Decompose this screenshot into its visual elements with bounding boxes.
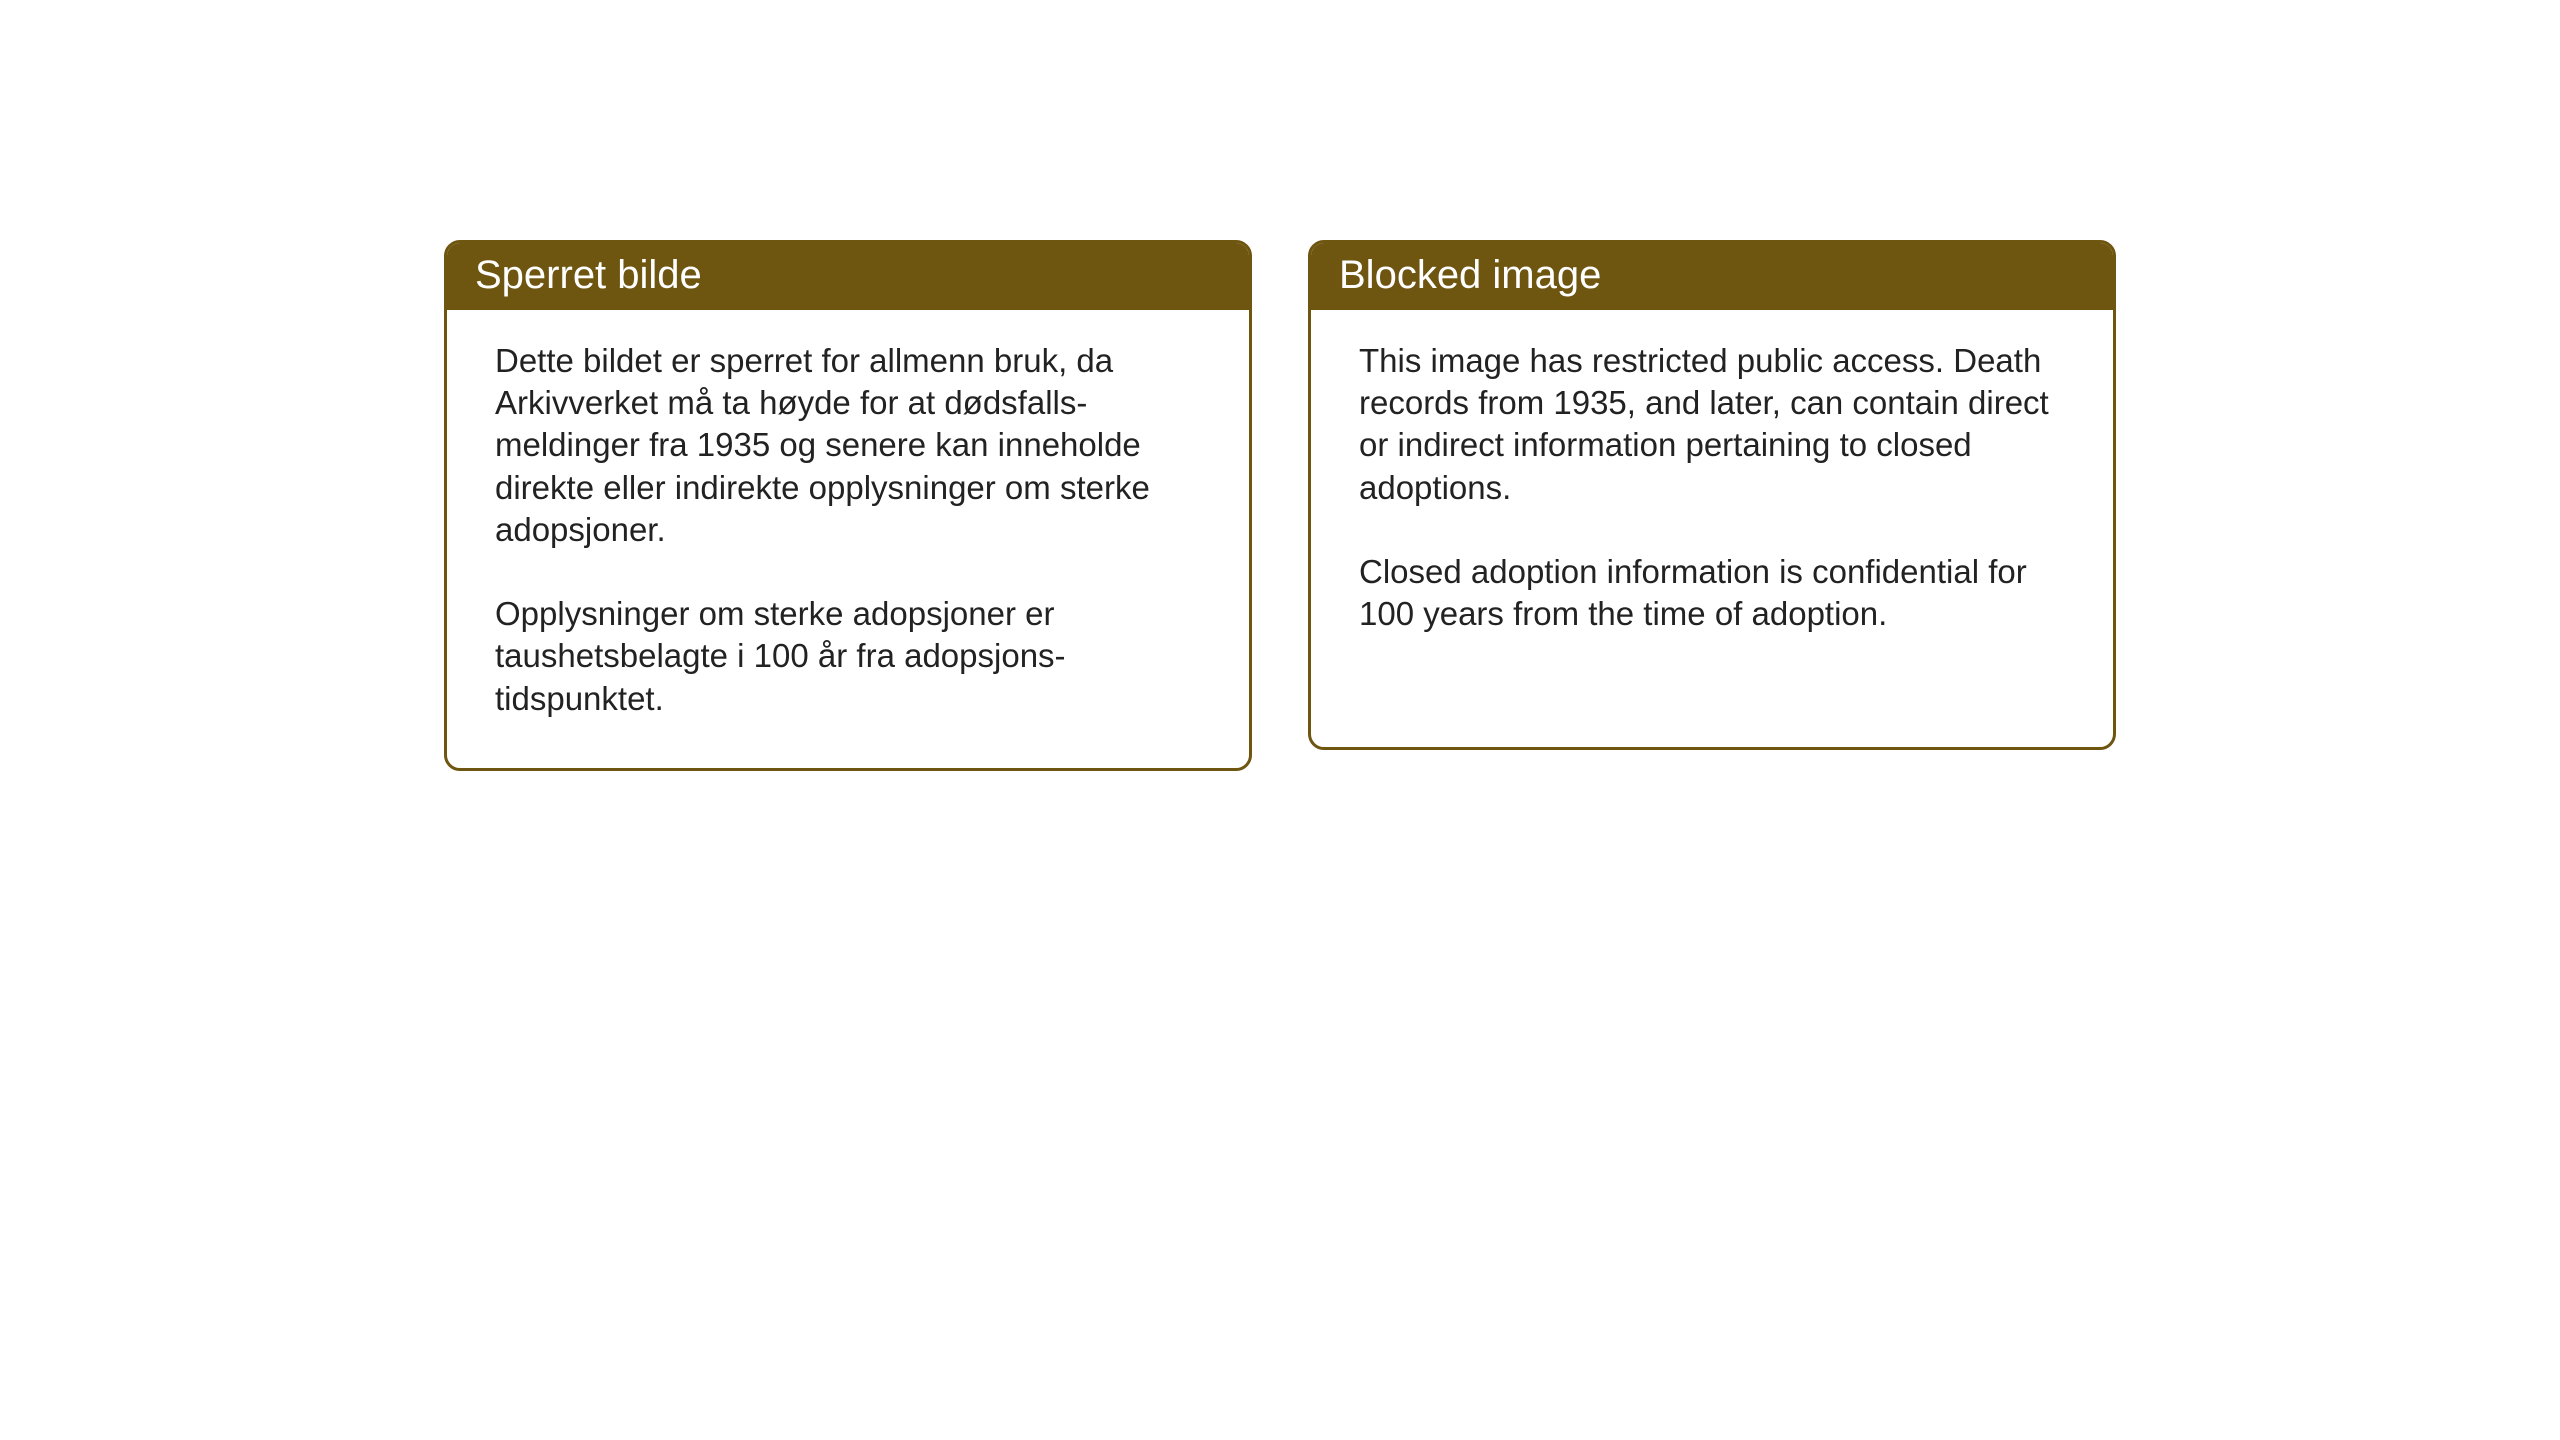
card-title-norwegian: Sperret bilde <box>475 253 702 297</box>
card-paragraph-1-english: This image has restricted public access.… <box>1359 340 2065 509</box>
notice-container: Sperret bilde Dette bildet er sperret fo… <box>444 240 2116 771</box>
card-paragraph-1-norwegian: Dette bildet er sperret for allmenn bruk… <box>495 340 1201 551</box>
card-title-english: Blocked image <box>1339 253 1601 297</box>
card-paragraph-2-norwegian: Opplysninger om sterke adopsjoner er tau… <box>495 593 1201 720</box>
notice-card-english: Blocked image This image has restricted … <box>1308 240 2116 750</box>
card-body-norwegian: Dette bildet er sperret for allmenn bruk… <box>447 310 1249 768</box>
card-header-norwegian: Sperret bilde <box>447 243 1249 310</box>
notice-card-norwegian: Sperret bilde Dette bildet er sperret fo… <box>444 240 1252 771</box>
card-paragraph-2-english: Closed adoption information is confident… <box>1359 551 2065 635</box>
card-header-english: Blocked image <box>1311 243 2113 310</box>
card-body-english: This image has restricted public access.… <box>1311 310 2113 683</box>
